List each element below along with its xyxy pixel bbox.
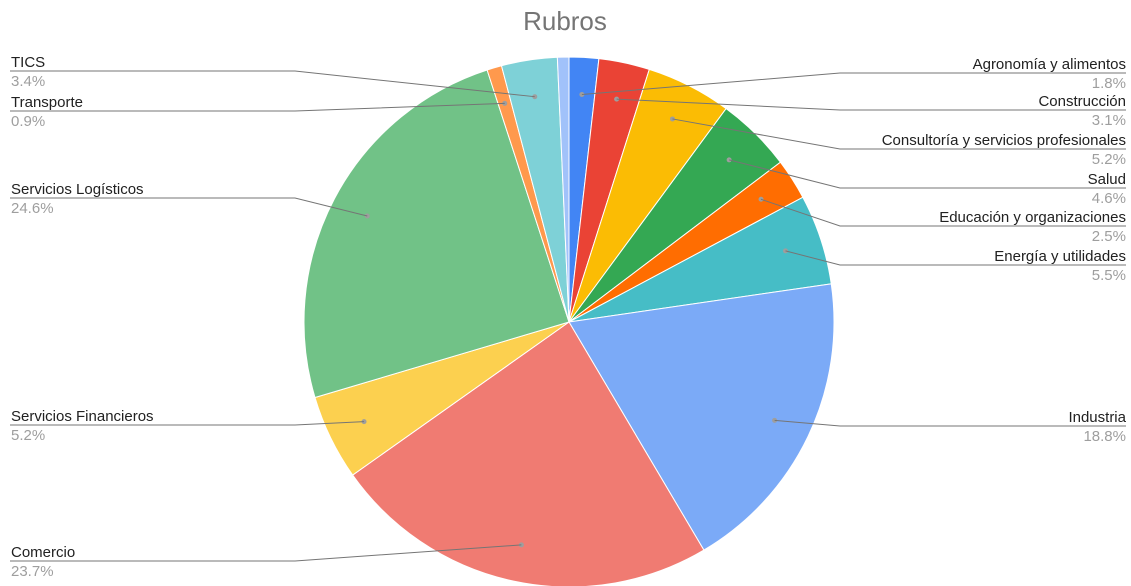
pie-slice-industria[interactable] xyxy=(568,283,835,551)
pie-slice-comercio[interactable] xyxy=(351,321,705,586)
leader-line xyxy=(672,118,1126,150)
leader-line xyxy=(10,421,365,426)
leader-line xyxy=(10,544,522,562)
slice-label-percent: 18.8% xyxy=(1083,428,1126,445)
slice-label-name: TICS xyxy=(11,54,45,71)
slice-labels: Agronomía y alimentos 1.8%Construcción 3.1… xyxy=(11,54,1127,580)
slice-label-percent: 0.9% xyxy=(11,113,45,130)
slice-label-name: Energía y utilidades xyxy=(994,248,1126,265)
slice-label-percent: 5.5% xyxy=(1092,267,1126,284)
slice-label-percent: 1.8% xyxy=(1092,75,1126,92)
slice-label-name: Construcción xyxy=(1038,93,1126,110)
slice-label-percent: 3.1% xyxy=(1092,112,1126,129)
slice-label-name: Transporte xyxy=(11,94,83,111)
leader-line xyxy=(616,98,1126,111)
leader-line xyxy=(729,159,1126,189)
slice-label-name: Salud xyxy=(1088,171,1126,188)
slice-label-name: Servicios Financieros xyxy=(11,408,154,425)
slice-label-name: Comercio xyxy=(11,544,75,561)
slice-label-percent: 24.6% xyxy=(11,200,54,217)
chart-title: Rubros xyxy=(523,6,607,36)
pie-slice-unlabeled[interactable] xyxy=(556,56,570,323)
slice-label-percent: 5.2% xyxy=(1092,151,1126,168)
leader-line xyxy=(774,419,1126,427)
slice-label-percent: 2.5% xyxy=(1092,228,1126,245)
slice-label-percent: 3.4% xyxy=(11,73,45,90)
leader-line xyxy=(10,197,368,217)
slice-label-percent: 4.6% xyxy=(1092,190,1126,207)
slice-label-percent: 23.7% xyxy=(11,563,54,580)
slice-label-name: Consultoría y servicios profesionales xyxy=(882,132,1126,149)
leader-line xyxy=(10,70,535,98)
leader-line xyxy=(10,102,505,112)
slice-label-name: Industria xyxy=(1068,409,1126,426)
leader-line xyxy=(785,250,1126,266)
pie-slice-servicios-logisticos[interactable] xyxy=(303,69,570,399)
slice-label-name: Servicios Logísticos xyxy=(11,181,144,198)
leader-line xyxy=(760,198,1126,227)
leader-lines xyxy=(10,70,1126,562)
slice-label-name: Educación y organizaciones xyxy=(939,209,1126,226)
leader-line xyxy=(581,72,1126,95)
slice-label-percent: 5.2% xyxy=(11,427,45,444)
slice-label-name: Agronomía y alimentos xyxy=(973,56,1126,73)
pie-slices xyxy=(303,56,835,586)
